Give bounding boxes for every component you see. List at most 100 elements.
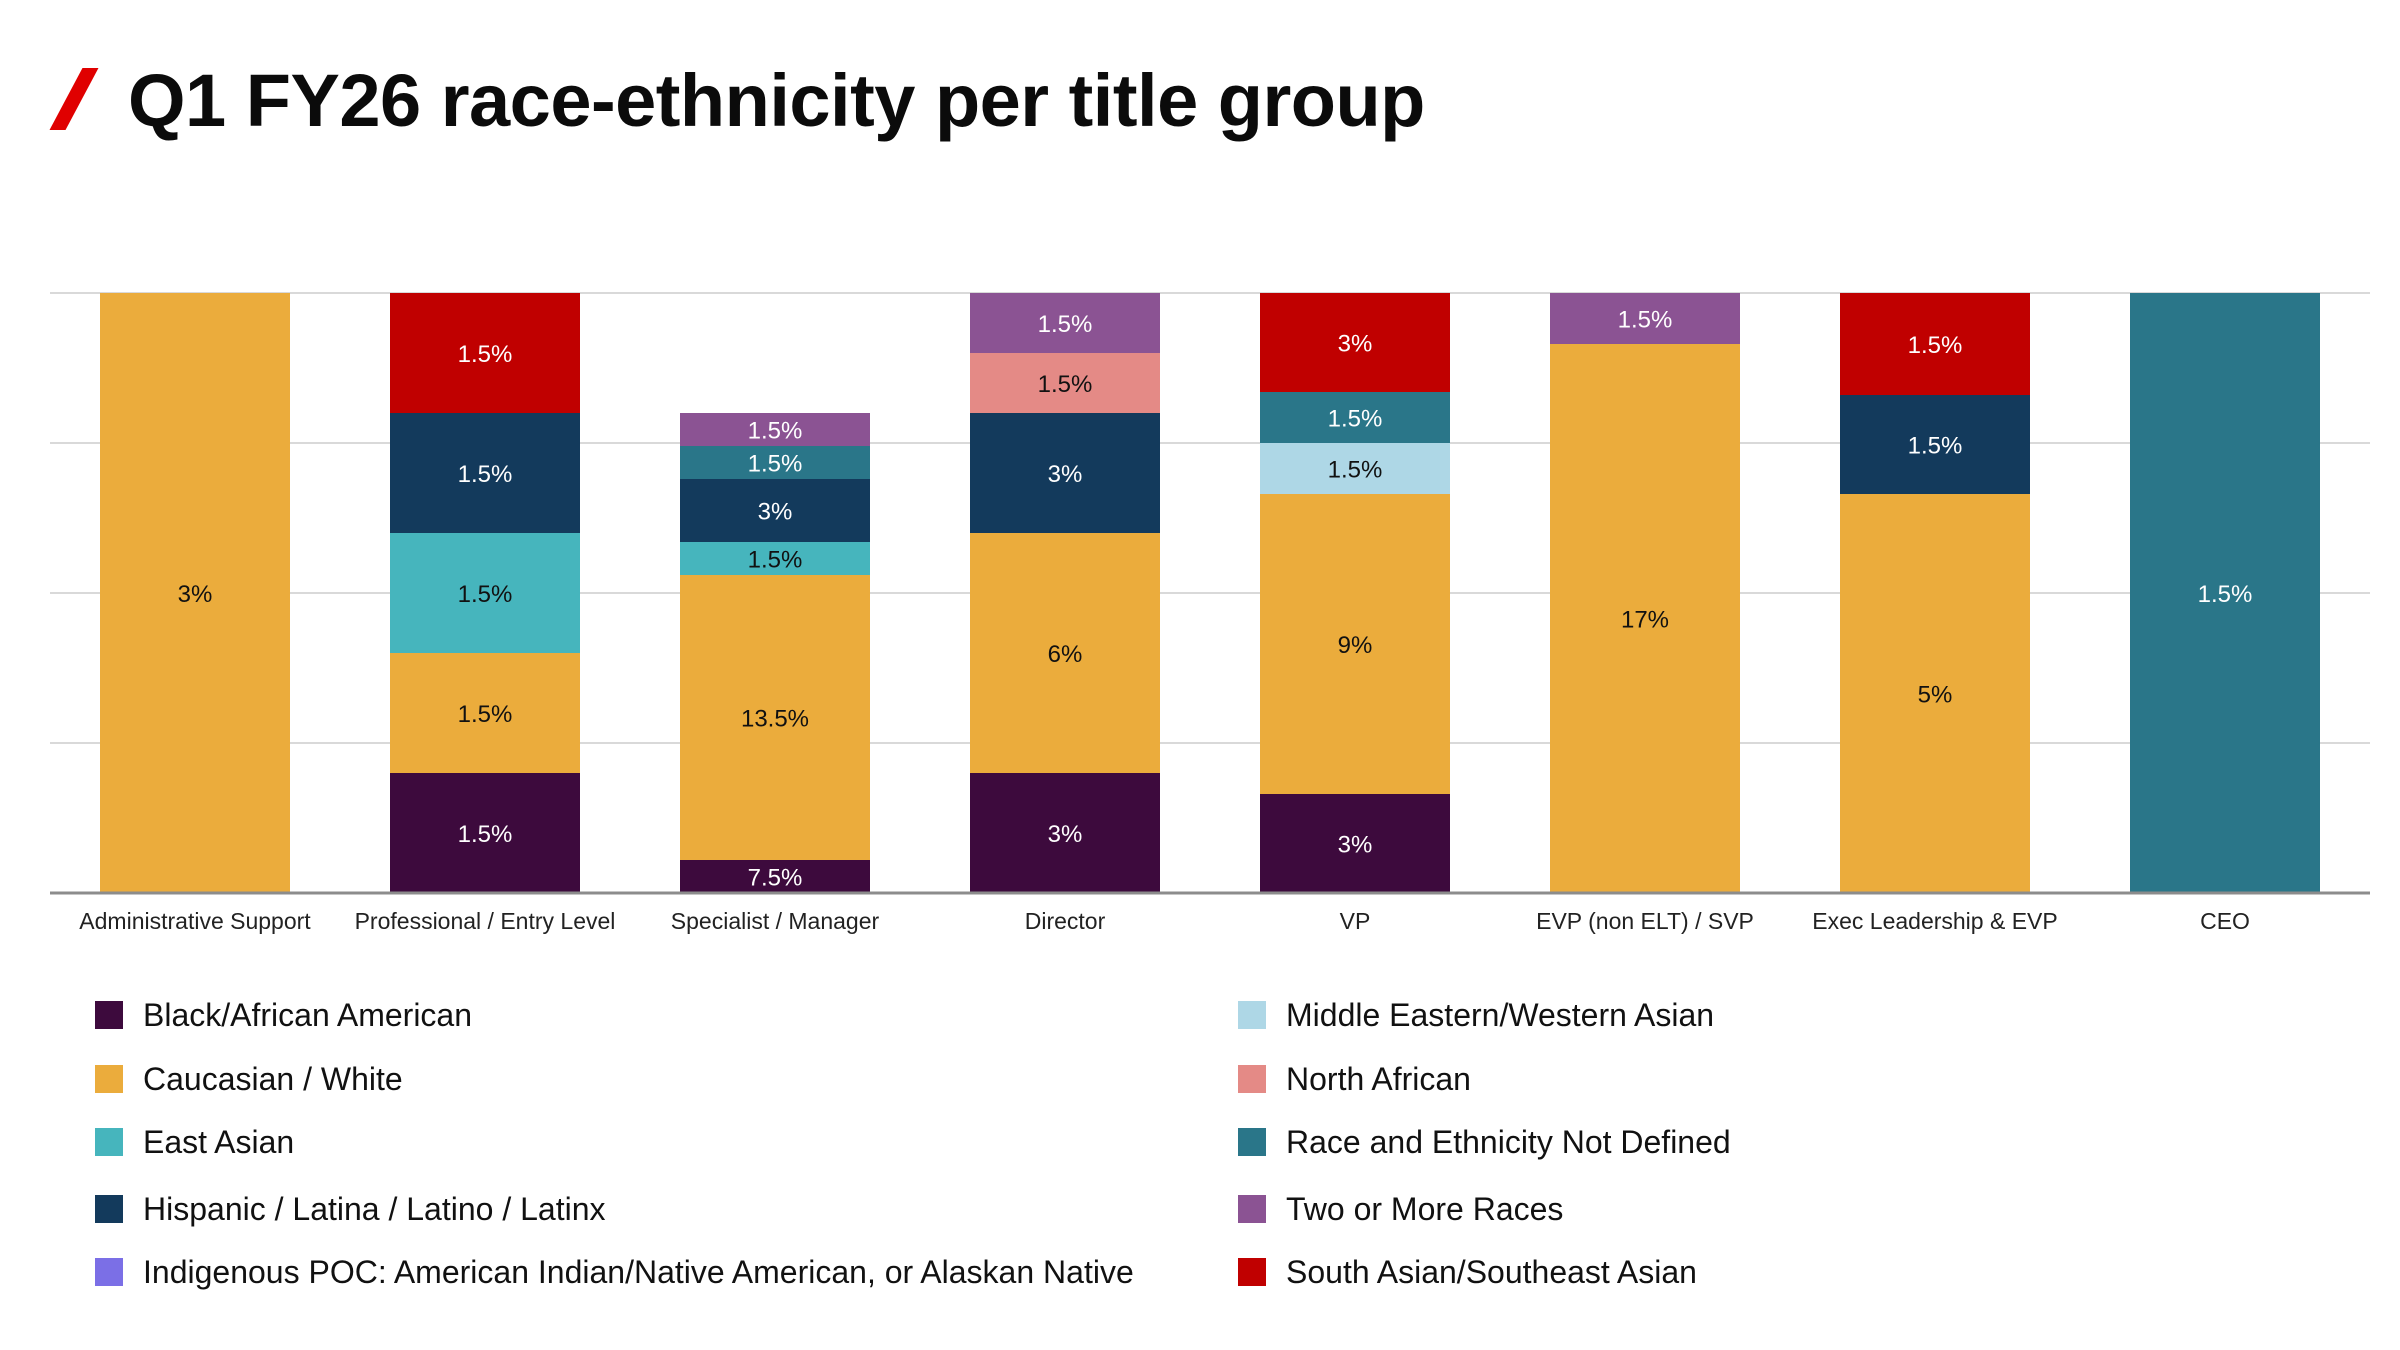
data-label: 6% — [1048, 641, 1083, 668]
x-axis: Administrative Support Professional / Ent… — [50, 891, 2370, 934]
bar-segment — [1260, 794, 1450, 893]
bar-segment — [970, 413, 1160, 533]
data-labels: 3% 1.5% 1.5% 1.5% 1.5% 1.5% 7.5% 13.5% 1.5% 3% 1.5… — [178, 307, 2253, 892]
data-label: 1.5% — [1038, 371, 1093, 398]
data-label: 5% — [1918, 682, 1953, 709]
data-label: 1.5% — [1908, 433, 1963, 460]
legend-item: Middle Eastern/Western Asian — [1238, 990, 1714, 1040]
legend-swatch — [1238, 1065, 1266, 1093]
legend-swatch — [1238, 1128, 1266, 1156]
bar-segment — [1260, 443, 1450, 494]
legend-swatch — [95, 1065, 123, 1093]
bar-segment — [680, 575, 870, 860]
bar-segment — [390, 413, 580, 533]
bar-segment — [1840, 494, 2030, 893]
data-label: 3% — [1338, 832, 1373, 859]
legend-swatch — [95, 1258, 123, 1286]
bar-segment — [970, 293, 1160, 353]
bar-segment — [1840, 395, 2030, 494]
data-label: 1.5% — [458, 581, 513, 608]
legend-item: South Asian/Southeast Asian — [1238, 1247, 1697, 1297]
bar-segment — [680, 542, 870, 575]
legend-label: Caucasian / White — [143, 1060, 403, 1097]
legend-label: Two or More Races — [1286, 1190, 1564, 1227]
legend-label: Race and Ethnicity Not Defined — [1286, 1123, 1731, 1160]
bar-segment — [1550, 344, 1740, 893]
stacked-bar-chart: 3% 1.5% 1.5% 1.5% 1.5% 1.5% 7.5% 13.5% 1.5% 3% 1.5… — [50, 292, 2370, 934]
legend-item: Race and Ethnicity Not Defined — [1238, 1117, 1731, 1167]
bar-segment — [2130, 293, 2320, 893]
data-label: 1.5% — [458, 461, 513, 488]
bar-segment — [680, 446, 870, 479]
bar-segment — [970, 533, 1160, 773]
legend-label: Hispanic / Latina / Latino / Latinx — [143, 1190, 606, 1227]
legend-label: Indigenous POC: American Indian/Native A… — [143, 1253, 1134, 1290]
bar-segment — [680, 860, 870, 893]
legend-item: Black/African American — [95, 990, 472, 1040]
legend-label: East Asian — [143, 1123, 295, 1160]
bar-segment — [100, 293, 290, 893]
bars — [100, 293, 2320, 893]
x-tick-label: Professional / Entry Level — [355, 908, 616, 934]
bar-segment — [390, 773, 580, 893]
x-tick-label: Exec Leadership & EVP — [1812, 908, 2057, 934]
legend-swatch — [1238, 1195, 1266, 1223]
data-label: 9% — [1338, 632, 1373, 659]
bar-segment — [390, 533, 580, 653]
data-label: 1.5% — [1038, 311, 1093, 338]
bar-segment — [970, 353, 1160, 413]
legend-label: North African — [1286, 1060, 1471, 1097]
legend-item: Caucasian / White — [95, 1054, 403, 1104]
data-label: 3% — [1048, 461, 1083, 488]
data-label: 3% — [178, 581, 213, 608]
data-label: 1.5% — [748, 547, 803, 574]
legend-swatch — [95, 1001, 123, 1029]
x-tick-label: Administrative Support — [79, 908, 311, 934]
legend-item: Indigenous POC: American Indian/Native A… — [95, 1247, 1134, 1297]
legend-label: Middle Eastern/Western Asian — [1286, 996, 1715, 1033]
data-label: 1.5% — [1908, 332, 1963, 359]
data-label: 1.5% — [458, 701, 513, 728]
legend-item: Two or More Races — [1238, 1184, 1563, 1234]
bar-segment — [1260, 293, 1450, 392]
bar-segment — [1840, 293, 2030, 395]
data-label: 7.5% — [748, 865, 803, 892]
legend-item: East Asian — [95, 1117, 294, 1167]
title-block: Q1 FY26 race-ethnicity per title group — [49, 58, 1425, 143]
data-label: 3% — [1338, 331, 1373, 358]
legend-label: South Asian/Southeast Asian — [1286, 1253, 1697, 1290]
legend-swatch — [1238, 1001, 1266, 1029]
bar-segment — [1260, 494, 1450, 794]
data-label: 17% — [1621, 607, 1669, 634]
page-title: Q1 FY26 race-ethnicity per title group — [128, 59, 1425, 142]
bar-segment — [970, 773, 1160, 893]
data-label: 1.5% — [458, 821, 513, 848]
legend-swatch — [95, 1195, 123, 1223]
legend-swatch — [95, 1128, 123, 1156]
bar-segment — [680, 479, 870, 542]
data-label: 3% — [758, 499, 793, 526]
bar-segment — [680, 413, 870, 446]
data-label: 1.5% — [2198, 581, 2253, 608]
x-tick-label: Specialist / Manager — [671, 908, 880, 934]
legend-item: Hispanic / Latina / Latino / Latinx — [95, 1184, 606, 1234]
data-label: 1.5% — [748, 418, 803, 445]
chart-legend: Black/African American Caucasian / White E… — [95, 990, 2295, 1310]
data-label: 1.5% — [1328, 457, 1383, 484]
legend-swatch — [1238, 1258, 1266, 1286]
x-tick-label: CEO — [2200, 908, 2250, 934]
x-tick-label: EVP (non ELT) / SVP — [1536, 908, 1754, 934]
data-label: 1.5% — [1618, 307, 1673, 334]
x-tick-label: Director — [1025, 908, 1106, 934]
data-label: 1.5% — [748, 451, 803, 478]
legend-item: North African — [1238, 1054, 1471, 1104]
bar-segment — [390, 293, 580, 413]
x-tick-label: VP — [1340, 908, 1371, 934]
bar-segment — [1550, 293, 1740, 344]
data-label: 1.5% — [458, 341, 513, 368]
data-label: 3% — [1048, 821, 1083, 848]
data-label: 1.5% — [1328, 406, 1383, 433]
data-label: 13.5% — [741, 706, 809, 733]
bar-segment — [1260, 392, 1450, 443]
bar-segment — [390, 653, 580, 773]
